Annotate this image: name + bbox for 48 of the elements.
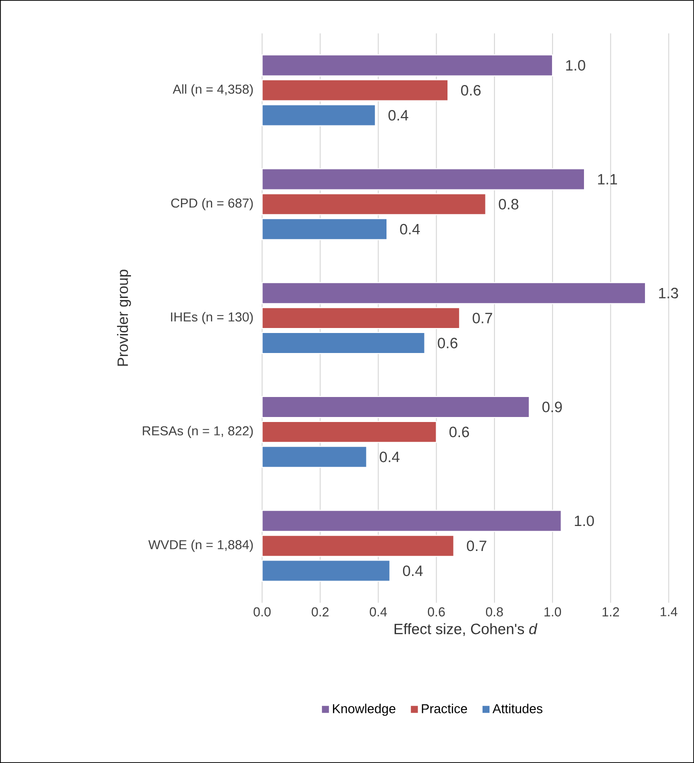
bar: [262, 193, 486, 216]
data-label: 0.7: [472, 312, 492, 324]
bar: [262, 560, 390, 582]
bar: [262, 218, 388, 240]
y-tick-label: WVDE (n = 1,884): [148, 540, 253, 552]
legend-label: Knowledge: [332, 704, 396, 716]
data-label: 0.4: [380, 452, 400, 462]
data-label: 0.4: [388, 110, 408, 121]
y-tick-label: RESAs (n = 1, 822): [142, 426, 253, 438]
x-axis-title: Effect size, Cohen's d: [394, 623, 538, 636]
x-tick-label: 0.4: [370, 607, 387, 616]
data-label: 0.8: [498, 198, 518, 210]
data-label: 0.6: [449, 426, 469, 438]
data-label: 1.0: [566, 60, 586, 71]
data-label: 0.6: [438, 338, 458, 348]
bar: [262, 510, 562, 532]
bar: [262, 282, 646, 304]
bar: [262, 168, 585, 190]
y-tick-label: CPD (n = 687): [171, 198, 253, 210]
data-label: 0.7: [466, 540, 486, 552]
y-tick-label: All (n = 4,358): [172, 84, 253, 96]
bar: [262, 446, 368, 468]
bar: [262, 54, 554, 76]
bar: [262, 534, 454, 557]
legend-label: Attitudes: [492, 704, 542, 714]
bar: [262, 420, 437, 443]
data-label: 0.4: [400, 224, 420, 234]
x-tick-label: 1.2: [602, 607, 619, 616]
bar: [262, 396, 530, 418]
x-tick-label: 1.0: [544, 607, 561, 616]
bar: [262, 332, 426, 354]
data-label: 1.1: [598, 174, 617, 184]
bar: [262, 79, 448, 102]
data-label: 0.9: [542, 402, 562, 412]
y-tick-label: IHEs (n = 130): [171, 312, 253, 324]
data-label: 0.4: [402, 566, 423, 576]
x-tick-label: 0.2: [312, 607, 329, 616]
x-tick-label: 0.8: [486, 607, 503, 616]
x-tick-label: 0.0: [254, 607, 271, 616]
data-label: 1.0: [574, 516, 594, 526]
bar: [262, 104, 376, 126]
bar: [262, 307, 460, 330]
x-tick-label: 1.4: [660, 607, 678, 616]
data-label: 0.6: [461, 85, 481, 96]
x-tick-label: 0.6: [428, 607, 445, 616]
data-label: 1.3: [659, 288, 678, 298]
legend-label: Practice: [422, 704, 467, 714]
y-axis-title: Provider group: [117, 270, 131, 366]
